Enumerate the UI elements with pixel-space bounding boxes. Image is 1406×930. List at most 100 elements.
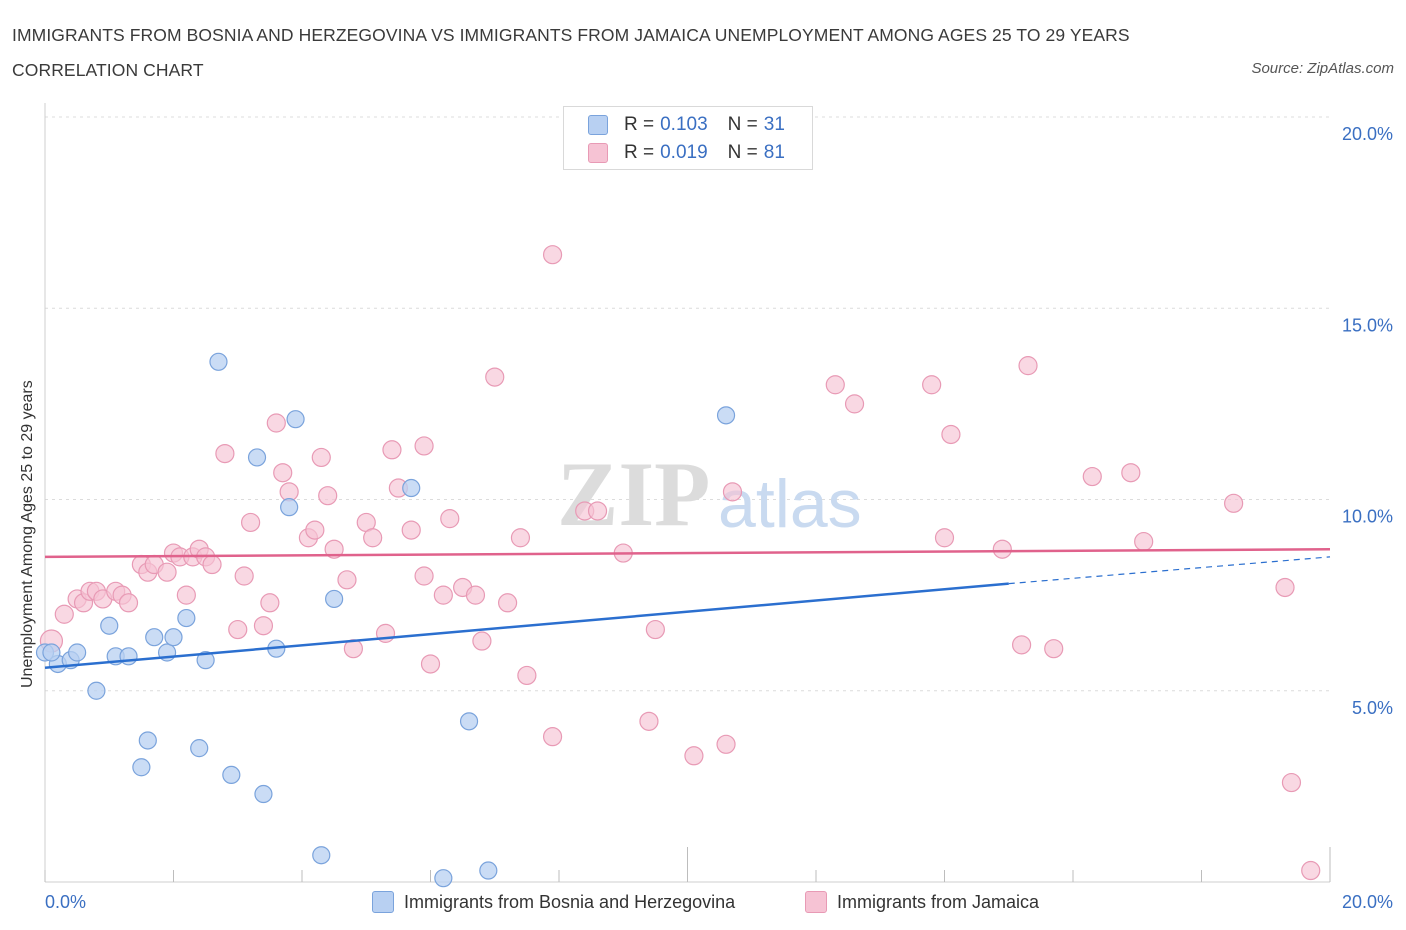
jamaica-point [253, 616, 274, 636]
jamaica-point [234, 566, 254, 586]
bottom-legend-label-bosnia: Immigrants from Bosnia and Herzegovina [404, 891, 736, 912]
legend-row-bosnia: R = 0.103 N = 31 [588, 113, 785, 137]
bosnia-point [196, 651, 215, 670]
jamaica-point [645, 619, 665, 640]
bosnia-point [247, 448, 267, 467]
bosnia-point [177, 608, 196, 628]
bosnia-trend-line [44, 582, 1009, 670]
x-tick-label-max: 20.0% [1342, 892, 1393, 912]
bosnia-point [459, 712, 479, 731]
bosnia-point [254, 784, 273, 804]
legend-swatch-jamaica [588, 143, 608, 163]
bosnia-point [42, 643, 61, 662]
jamaica-point [305, 520, 325, 540]
jamaica-point [498, 593, 518, 613]
legend-swatch-bosnia [588, 115, 608, 135]
watermark-zip: ZIP [557, 443, 710, 545]
bosnia-point [87, 681, 106, 700]
legend: R = 0.103 N = 31 R = 0.019 N = 81 [563, 106, 813, 170]
jamaica-point [1224, 493, 1244, 513]
legend-r-value: 0.019 [660, 142, 708, 163]
jamaica-point [542, 245, 563, 265]
bosnia-point [280, 498, 299, 517]
y-tick-label: 20.0% [1342, 124, 1393, 144]
jamaica-point [465, 585, 486, 605]
bottom-legend-label-jamaica: Immigrants from Jamaica [837, 891, 1040, 912]
jamaica-point [215, 444, 235, 464]
jamaica-point [1011, 635, 1032, 655]
jamaica-point [941, 424, 961, 445]
jamaica-point [414, 436, 434, 456]
jamaica-point [716, 734, 736, 754]
bosnia-point [479, 861, 498, 880]
bottom-legend-swatch-jamaica [805, 891, 827, 913]
jamaica-point [825, 375, 845, 395]
bosnia-point [68, 643, 87, 662]
bosnia-point [286, 410, 305, 429]
jamaica-point [420, 654, 441, 674]
jamaica-point [363, 528, 383, 548]
bottom-legend-jamaica: Immigrants from Jamaica [805, 888, 1039, 916]
bosnia-point [100, 616, 119, 635]
legend-n-label: N = [727, 142, 758, 163]
jamaica-point [510, 528, 531, 548]
bosnia-point [164, 628, 183, 647]
jamaica-point [324, 539, 344, 559]
jamaica-point [485, 367, 505, 387]
jamaica-point [684, 746, 704, 766]
jamaica-point [266, 413, 286, 433]
bosnia-point [138, 731, 157, 750]
y-axis-label: Unemployment Among Ages 25 to 29 years [19, 380, 36, 688]
jamaica-point [157, 562, 177, 582]
jamaica-point [844, 394, 865, 414]
jamaica-point [587, 501, 608, 521]
bosnia-point [190, 739, 209, 758]
jamaica-point [202, 554, 222, 575]
jamaica-point [1082, 466, 1102, 487]
x-tick-label-min: 0.0% [45, 892, 86, 912]
jamaica-point [722, 482, 743, 502]
bottom-legend-bosnia: Immigrants from Bosnia and Herzegovina [372, 888, 735, 916]
jamaica-point [337, 570, 357, 590]
bottom-legend-swatch-bosnia [372, 891, 394, 913]
jamaica-point [228, 619, 248, 640]
jamaica-point [118, 593, 139, 613]
jamaica-point [1121, 463, 1141, 483]
bosnia-point [209, 352, 228, 371]
jamaica-point [241, 512, 261, 533]
jamaica-point [1301, 860, 1321, 881]
jamaica-point [922, 375, 942, 395]
jamaica-point [401, 520, 421, 540]
bosnia-point [132, 758, 151, 777]
bosnia-point [312, 846, 331, 865]
jamaica-point [1044, 639, 1064, 659]
jamaica-point [176, 585, 196, 605]
bosnia-point [325, 589, 344, 609]
jamaica-point [472, 631, 492, 651]
jamaica-point [433, 585, 453, 605]
legend-r-value: 0.103 [660, 114, 708, 135]
legend-n-label: N = [727, 114, 758, 135]
source-label: Source: ZipAtlas.com [1251, 60, 1394, 77]
bosnia-trend-extension [1008, 556, 1331, 585]
jamaica-trend-line [44, 547, 1331, 559]
jamaica-point [992, 539, 1012, 559]
jamaica-point [318, 486, 338, 506]
jamaica-point [440, 509, 460, 529]
bosnia-point [434, 869, 453, 888]
chart-title: IMMIGRANTS FROM BOSNIA AND HERZEGOVINA V… [12, 25, 1130, 80]
y-tick-label: 5.0% [1352, 698, 1393, 718]
jamaica-point [54, 604, 74, 624]
jamaica-point [260, 593, 280, 613]
jamaica-point [542, 727, 563, 747]
bosnia-point [145, 628, 164, 647]
jamaica-point [311, 447, 331, 468]
jamaica-point [273, 463, 293, 483]
legend-n-value: 81 [763, 142, 785, 163]
jamaica-point [1018, 356, 1038, 376]
bosnia-point [222, 765, 241, 785]
jamaica-point [934, 528, 955, 548]
y-tick-label: 10.0% [1342, 507, 1393, 527]
bosnia-point [716, 406, 736, 425]
